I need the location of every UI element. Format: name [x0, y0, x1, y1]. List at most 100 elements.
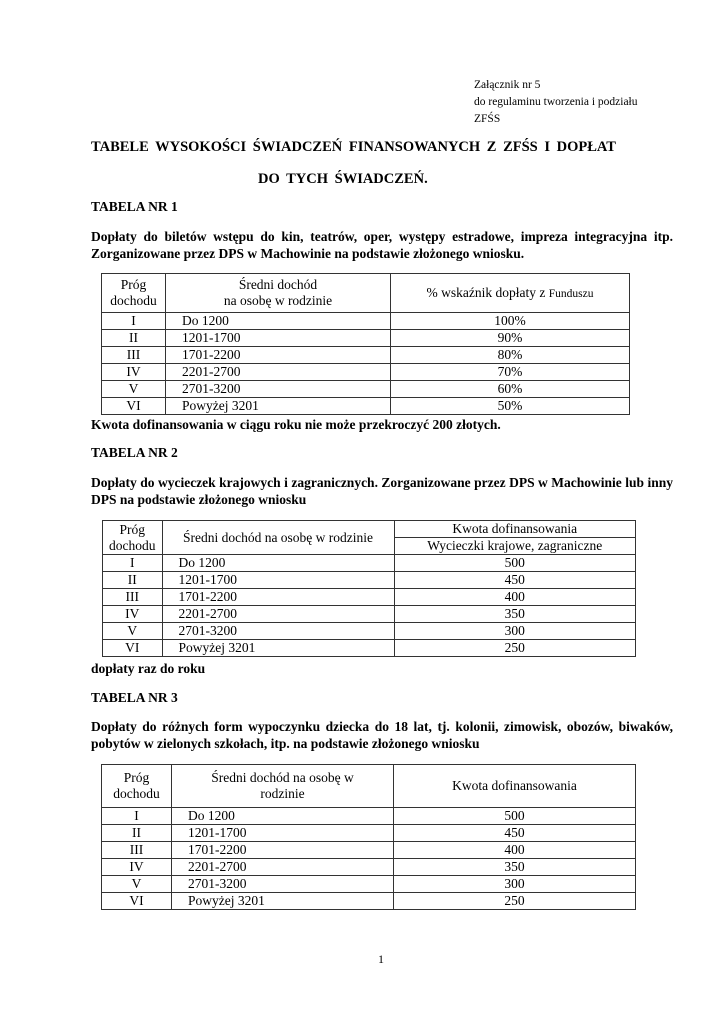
- income-cell: 1701-2200: [165, 346, 391, 364]
- header-cell: Kwota dofinansowania: [393, 764, 636, 808]
- income-cell: 2701-3200: [171, 875, 394, 893]
- value-cell: 70%: [390, 363, 630, 381]
- table-row: IV 2201-2700 70%: [101, 363, 630, 381]
- income-cell: Do 1200: [161, 554, 395, 572]
- threshold-cell: V: [102, 622, 163, 640]
- threshold-cell: I: [101, 312, 166, 330]
- annex-line: ZFŚS: [474, 113, 501, 125]
- document-title: TABELE WYSOKOŚCI ŚWIADCZEŃ FINANSOWANYCH…: [91, 139, 616, 155]
- value-cell: 450: [393, 571, 636, 589]
- header-cell: Próg dochodu: [101, 273, 166, 313]
- table-header-row: Próg dochodu Średni dochód na osobę w rod…: [102, 520, 636, 555]
- value-cell: 300: [393, 622, 636, 640]
- income-cell: Do 1200: [165, 312, 391, 330]
- table-row: I Do 1200 500: [101, 807, 636, 825]
- header-cell: Kwota dofinansowania: [393, 520, 636, 538]
- income-cell: 1701-2200: [171, 841, 394, 859]
- table-row: VI Powyżej 3201 250: [101, 892, 636, 910]
- income-cell: 2201-2700: [161, 605, 395, 623]
- value-cell: 250: [393, 892, 636, 910]
- annex-line: Załącznik nr 5: [474, 79, 541, 91]
- threshold-cell: II: [101, 824, 172, 842]
- table1-description: Dopłaty do biletów wstępu do kin, teatró…: [91, 229, 673, 261]
- annex-note: Załącznik nr 5 do regulaminu tworzenia i…: [474, 77, 638, 128]
- threshold-cell: II: [102, 571, 163, 589]
- header-cell: Średni dochód na osobę w rodzinie: [171, 764, 394, 808]
- income-cell: 1701-2200: [161, 588, 395, 606]
- table-row: V 2701-3200 60%: [101, 380, 630, 398]
- value-cell: 300: [393, 875, 636, 893]
- value-cell: 90%: [390, 329, 630, 347]
- header-cell: Wycieczki krajowe, zagraniczne: [393, 537, 636, 555]
- table-header-row: Próg dochodu Średni dochód na osobę w rodz…: [101, 764, 636, 808]
- header-cell: Średni dochód na osobę w rodzinie: [161, 520, 395, 555]
- table3-description: Dopłaty do różnych form wypoczynku dziec…: [91, 719, 673, 751]
- income-cell: Powyżej 3201: [171, 892, 394, 910]
- threshold-cell: V: [101, 380, 166, 398]
- table-row: II 1201-1700 450: [102, 571, 636, 589]
- value-cell: 400: [393, 588, 636, 606]
- value-cell: 350: [393, 858, 636, 876]
- table-row: V 2701-3200 300: [101, 875, 636, 893]
- table-row: I Do 1200 100%: [101, 312, 630, 330]
- income-cell: 1201-1700: [165, 329, 391, 347]
- table-row: I Do 1200 500: [102, 554, 636, 572]
- table3: Próg dochodu Średni dochód na osobę w rodz…: [101, 764, 636, 910]
- value-cell: 450: [393, 824, 636, 842]
- income-cell: 2201-2700: [165, 363, 391, 381]
- income-cell: Powyżej 3201: [165, 397, 391, 415]
- value-cell: 60%: [390, 380, 630, 398]
- table-row: VI Powyżej 3201 250: [102, 639, 636, 657]
- value-cell: 350: [393, 605, 636, 623]
- income-cell: Powyżej 3201: [161, 639, 395, 657]
- income-cell: 1201-1700: [171, 824, 394, 842]
- header-cell: Próg dochodu: [101, 764, 172, 808]
- threshold-cell: I: [101, 807, 172, 825]
- threshold-cell: III: [101, 346, 166, 364]
- table-row: III 1701-2200 80%: [101, 346, 630, 364]
- annex-line: do regulaminu tworzenia i podziału: [474, 96, 638, 108]
- threshold-cell: IV: [102, 605, 163, 623]
- table3-heading: TABELA NR 3: [91, 690, 178, 705]
- value-cell: 500: [393, 554, 636, 572]
- value-cell: 50%: [390, 397, 630, 415]
- table-row: IV 2201-2700 350: [102, 605, 636, 623]
- threshold-cell: IV: [101, 363, 166, 381]
- income-cell: 1201-1700: [161, 571, 395, 589]
- threshold-cell: VI: [101, 397, 166, 415]
- threshold-cell: III: [101, 841, 172, 859]
- table2: Próg dochodu Średni dochód na osobę w rod…: [102, 520, 636, 657]
- threshold-cell: VI: [102, 639, 163, 657]
- value-cell: 100%: [390, 312, 630, 330]
- value-cell: 80%: [390, 346, 630, 364]
- table-header-row: Próg dochodu Średni dochód na osobę w rodz…: [101, 273, 630, 313]
- income-cell: 2701-3200: [165, 380, 391, 398]
- threshold-cell: I: [102, 554, 163, 572]
- table-row: IV 2201-2700 350: [101, 858, 636, 876]
- table-row: III 1701-2200 400: [102, 588, 636, 606]
- threshold-cell: IV: [101, 858, 172, 876]
- header-cell: Średni dochód na osobę w rodzinie: [165, 273, 391, 313]
- table-row: II 1201-1700 90%: [101, 329, 630, 347]
- header-cell: % wskaźnik dopłaty z Funduszu: [390, 273, 630, 313]
- value-cell: 400: [393, 841, 636, 859]
- threshold-cell: II: [101, 329, 166, 347]
- table1-heading: TABELA NR 1: [91, 199, 178, 214]
- value-cell: 500: [393, 807, 636, 825]
- table2-heading: TABELA NR 2: [91, 445, 178, 460]
- table1: Próg dochodu Średni dochód na osobę w rodz…: [101, 273, 630, 415]
- table2-note: dopłaty raz do roku: [91, 661, 206, 676]
- table2-description: Dopłaty do wycieczek krajowych i zagrani…: [91, 475, 673, 507]
- table-row: III 1701-2200 400: [101, 841, 636, 859]
- page-number: 1: [378, 952, 384, 966]
- threshold-cell: V: [101, 875, 172, 893]
- table1-note: Kwota dofinansowania w ciągu roku nie mo…: [91, 417, 501, 432]
- table-row: V 2701-3200 300: [102, 622, 636, 640]
- threshold-cell: III: [102, 588, 163, 606]
- document-title-line2: DO TYCH ŚWIADCZEŃ.: [258, 171, 428, 187]
- income-cell: 2201-2700: [171, 858, 394, 876]
- table-row: VI Powyżej 3201 50%: [101, 397, 630, 415]
- threshold-cell: VI: [101, 892, 172, 910]
- table-row: II 1201-1700 450: [101, 824, 636, 842]
- income-cell: 2701-3200: [161, 622, 395, 640]
